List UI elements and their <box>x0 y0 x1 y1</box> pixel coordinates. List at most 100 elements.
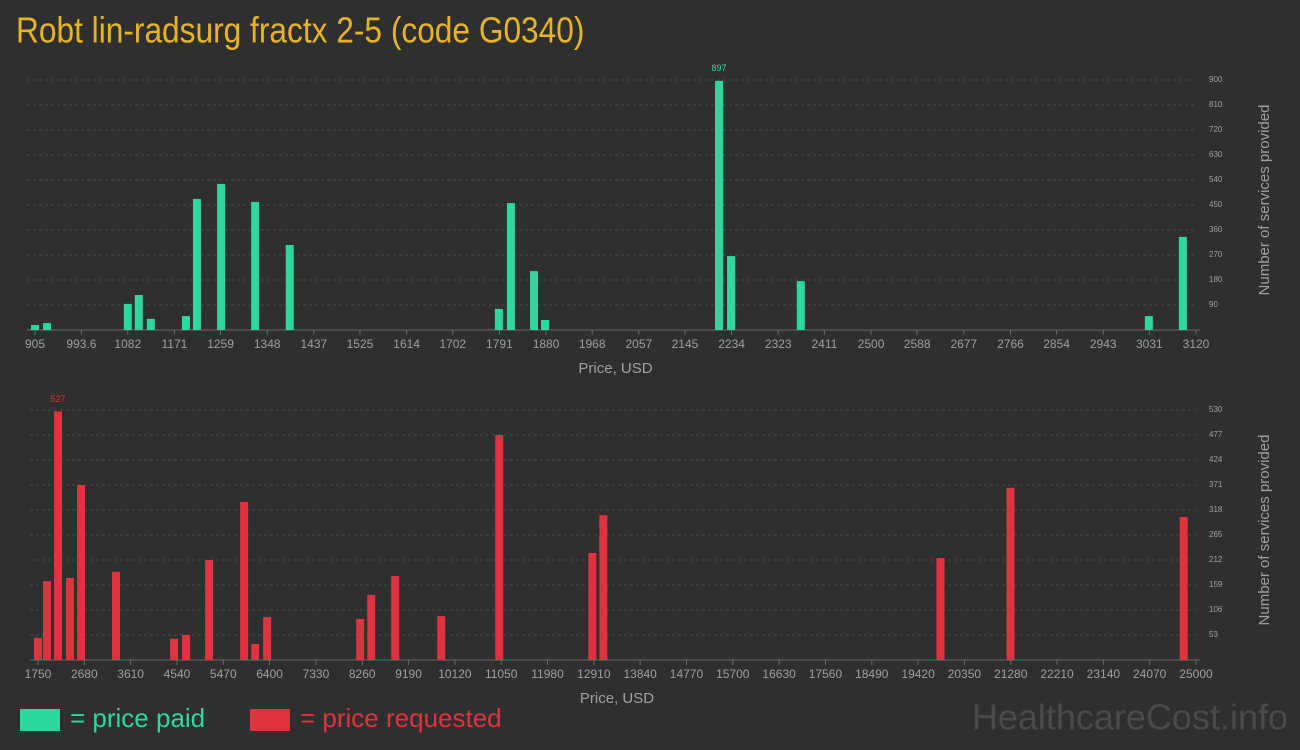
page-title: Robt lin-radsurg fractx 2-5 (code G0340) <box>16 11 584 51</box>
bar <box>54 411 63 660</box>
y-tick-label: 53 <box>1209 630 1218 639</box>
x-tick-label: 2588 <box>904 337 931 351</box>
x-tick-label: 1614 <box>393 337 420 351</box>
y-tick-label: 90 <box>1209 300 1218 309</box>
legend-label: = price paid <box>70 703 205 733</box>
x-tick-label: 1702 <box>439 337 466 351</box>
legend-swatch <box>20 709 60 731</box>
bar <box>437 616 446 660</box>
watermark: HealthcareCost.info <box>972 697 1288 738</box>
x-tick-label: 2145 <box>672 337 699 351</box>
bar <box>263 617 272 660</box>
y-tick-label: 270 <box>1209 250 1223 259</box>
x-tick-label: 2943 <box>1090 337 1117 351</box>
x-tick-label: 2234 <box>718 337 745 351</box>
x-tick-label: 1791 <box>486 337 513 351</box>
x-tick-label: 2766 <box>997 337 1024 351</box>
bar <box>251 201 260 330</box>
bar <box>43 323 52 330</box>
x-tick-label: 21280 <box>994 667 1028 681</box>
x-tick-label: 16630 <box>762 667 796 681</box>
bar <box>1006 487 1015 660</box>
y-tick-label: 180 <box>1209 275 1223 284</box>
x-tick-label: 7330 <box>303 667 330 681</box>
bar <box>251 643 260 660</box>
x-tick-label: 12910 <box>577 667 611 681</box>
x-tick-label: 6400 <box>256 667 283 681</box>
x-tick-label: 3610 <box>117 667 144 681</box>
bar <box>134 295 143 330</box>
bar <box>495 435 504 660</box>
x-tick-label: 2500 <box>858 337 885 351</box>
bar <box>796 281 805 330</box>
x-tick-label: 1880 <box>533 337 560 351</box>
x-tick-label: 5470 <box>210 667 237 681</box>
x-tick-label: 1082 <box>114 337 141 351</box>
bar <box>1178 236 1187 330</box>
bar <box>506 203 515 330</box>
x-tick-label: 2680 <box>71 667 98 681</box>
y-tick-label: 318 <box>1209 505 1223 514</box>
data-label: 897 <box>712 63 727 73</box>
x-tick-label: 1437 <box>300 337 327 351</box>
bar <box>77 485 86 660</box>
x-tick-label: 11980 <box>531 667 564 681</box>
bar <box>192 198 201 330</box>
x-tick-label: 13840 <box>623 667 657 681</box>
y-tick-label: 159 <box>1209 580 1223 589</box>
x-tick-label: 17560 <box>809 667 843 681</box>
bar <box>529 271 538 330</box>
y-tick-label: 360 <box>1209 225 1223 234</box>
bar <box>123 303 132 330</box>
y-axis-title: Number of services provided <box>1256 435 1273 626</box>
bar <box>240 501 249 660</box>
x-tick-label: 9190 <box>395 667 422 681</box>
bar <box>182 635 191 660</box>
bar <box>112 571 121 660</box>
bar <box>43 581 52 660</box>
y-tick-label: 540 <box>1209 175 1223 184</box>
x-tick-label: 4540 <box>164 667 191 681</box>
y-tick-label: 424 <box>1209 455 1223 464</box>
x-tick-label: 905 <box>25 337 45 351</box>
x-tick-label: 1968 <box>579 337 606 351</box>
x-tick-label: 3120 <box>1183 337 1210 351</box>
y-tick-label: 530 <box>1209 405 1223 414</box>
x-tick-label: 1171 <box>162 337 188 351</box>
y-tick-label: 810 <box>1209 100 1223 109</box>
y-tick-label: 477 <box>1209 430 1223 439</box>
x-tick-label: 2677 <box>950 337 977 351</box>
x-tick-label: 23140 <box>1087 667 1121 681</box>
bar <box>1179 517 1188 660</box>
bar <box>727 256 736 330</box>
x-tick-label: 19420 <box>901 667 935 681</box>
x-tick-label: 18490 <box>855 667 889 681</box>
bar <box>391 576 400 660</box>
bar <box>599 515 608 660</box>
bar <box>1144 316 1153 330</box>
x-axis-title: Price, USD <box>578 360 652 377</box>
bar <box>146 318 155 330</box>
x-tick-label: 10120 <box>438 667 472 681</box>
bar <box>205 560 214 660</box>
x-tick-label: 3031 <box>1136 337 1163 351</box>
y-tick-label: 900 <box>1209 75 1223 84</box>
legend-label: = price requested <box>300 703 502 733</box>
x-tick-label: 1750 <box>25 667 52 681</box>
bar <box>181 316 190 330</box>
x-tick-label: 25000 <box>1179 667 1213 681</box>
bar <box>31 325 39 330</box>
x-tick-label: 15700 <box>716 667 750 681</box>
x-tick-label: 2323 <box>765 337 792 351</box>
y-tick-label: 265 <box>1209 530 1223 539</box>
y-tick-label: 106 <box>1209 605 1223 614</box>
bar <box>541 320 550 330</box>
bar <box>34 637 42 660</box>
y-tick-label: 630 <box>1209 150 1223 159</box>
legend-swatch <box>250 709 290 731</box>
y-tick-label: 450 <box>1209 200 1223 209</box>
x-tick-label: 1525 <box>347 337 374 351</box>
x-tick-label: 2854 <box>1043 337 1070 351</box>
